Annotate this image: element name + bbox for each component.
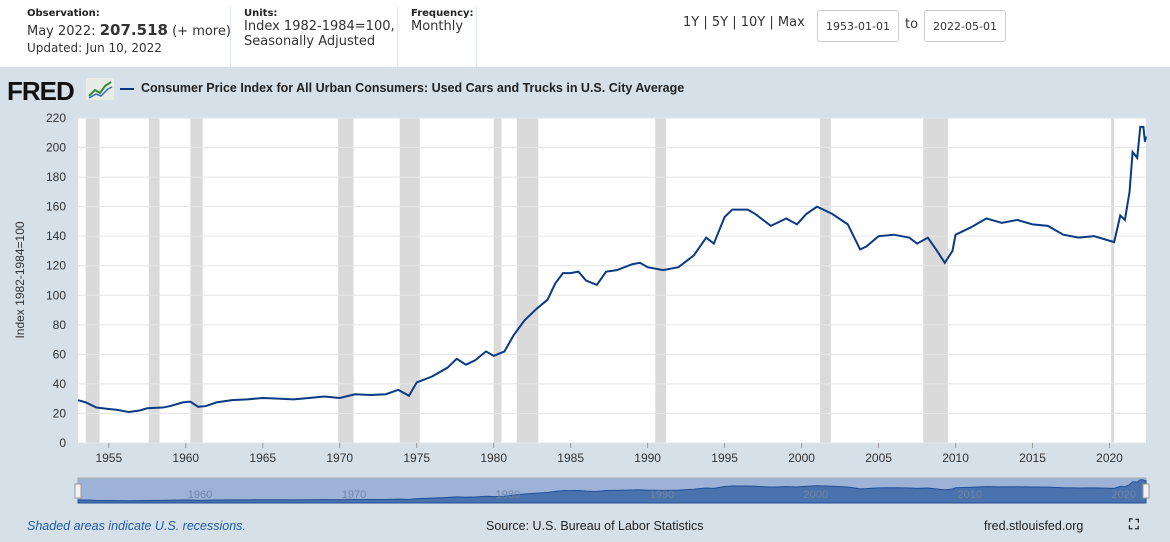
units-block: Units: Index 1982-1984=100, Seasonally A… [244, 8, 395, 49]
units-line2: Seasonally Adjusted [244, 34, 376, 49]
x-tick-label: 2005 [865, 451, 892, 465]
site-link[interactable]: fred.stlouisfed.org [984, 519, 1084, 533]
header-bar: Observation: May 2022: 207.518 (+ more) … [0, 0, 1170, 67]
series-line [77, 125, 1147, 413]
x-tick-label: 2010 [942, 451, 969, 465]
navigator-handle[interactable] [74, 483, 82, 499]
recession-note: Shaded areas indicate U.S. recessions. [27, 519, 246, 533]
fullscreen-icon[interactable]: ⛶ [1129, 516, 1139, 532]
navigator-tick-label: 1990 [650, 489, 674, 501]
frequency-block: Frequency: Monthly [411, 8, 474, 34]
x-tick-label: 1975 [403, 451, 430, 465]
recession-shade [820, 118, 831, 443]
recession-shade [85, 118, 100, 443]
navigator-tick-label: 1960 [188, 489, 212, 501]
range-10y-button[interactable]: 10Y [740, 15, 766, 30]
updated-date: Updated: Jun 10, 2022 [27, 41, 162, 55]
navigator-tick-label: 2010 [958, 489, 982, 501]
x-tick-label: 1955 [95, 451, 122, 465]
source-text: Source: U.S. Bureau of Labor Statistics [486, 519, 704, 533]
divider [476, 7, 477, 67]
navigator-handle[interactable] [1142, 483, 1150, 499]
y-tick-label: 220 [46, 111, 66, 125]
legend-line-swatch [120, 87, 134, 90]
observation-value: 207.518 [99, 21, 168, 39]
navigator-tick-label: 1980 [496, 489, 520, 501]
frequency-value: Monthly [411, 19, 464, 34]
x-tick-label: 1970 [326, 451, 353, 465]
x-tick-label: 1980 [480, 451, 507, 465]
y-tick-label: 180 [46, 170, 66, 184]
fred-logo: FRED [7, 76, 75, 106]
x-tick-label: 1990 [634, 451, 661, 465]
recession-shade [655, 118, 667, 443]
more-link[interactable]: (+ more) [172, 24, 231, 39]
recession-shade [399, 118, 420, 443]
y-tick-label: 60 [53, 347, 67, 361]
plot-area [78, 118, 1146, 443]
x-tick-label: 1985 [557, 451, 584, 465]
range-1y-button[interactable]: 1Y [683, 15, 700, 30]
x-tick-label: 2000 [788, 451, 815, 465]
units-label: Units: [244, 8, 278, 19]
recession-shade [148, 118, 160, 443]
frequency-label: Frequency: [411, 8, 474, 19]
y-tick-label: 160 [46, 200, 66, 214]
y-axis-label: Index 1982-1984=100 [13, 221, 27, 338]
range-buttons: 1Y | 5Y | 10Y | Max [683, 15, 805, 30]
y-tick-label: 140 [46, 229, 66, 243]
navigator-tick-label: 2000 [804, 489, 828, 501]
navigator-tick-label: 1970 [342, 489, 366, 501]
to-label: to [905, 17, 919, 32]
x-tick-label: 1960 [172, 451, 199, 465]
observation-label: Observation: [27, 8, 100, 19]
range-5y-button[interactable]: 5Y [711, 15, 729, 30]
observation-block: Observation: May 2022: 207.518 (+ more) … [27, 8, 231, 55]
observation-period: May 2022: [27, 24, 96, 39]
recession-shade [493, 118, 502, 443]
recession-shade [1111, 118, 1115, 443]
fred-chart-logo-icon [86, 78, 114, 100]
x-tick-label: 1965 [249, 451, 276, 465]
divider [397, 7, 398, 67]
units-line1: Index 1982-1984=100, [244, 19, 395, 34]
chart-title-text: Consumer Price Index for All Urban Consu… [141, 81, 685, 95]
y-tick-label: 200 [46, 141, 66, 155]
recession-shade [190, 118, 203, 443]
divider [230, 7, 231, 67]
recession-shade [516, 118, 539, 443]
recession-shade [923, 118, 948, 443]
y-tick-label: 80 [53, 318, 67, 332]
navigator-tick-label: 2020 [1112, 489, 1136, 501]
range-max-button[interactable]: Max [777, 15, 805, 30]
x-tick-label: 2020 [1096, 451, 1123, 465]
y-tick-label: 120 [46, 259, 66, 273]
x-tick-label: 2015 [1019, 451, 1046, 465]
y-tick-label: 0 [59, 436, 66, 450]
start-date-input[interactable]: 1953-01-01 [817, 10, 899, 42]
chart-title: Consumer Price Index for All Urban Consu… [120, 81, 684, 95]
end-date-input[interactable]: 2022-05-01 [924, 10, 1006, 42]
x-tick-label: 1995 [711, 451, 738, 465]
recession-shade [338, 118, 354, 443]
y-tick-label: 20 [53, 406, 67, 420]
y-tick-label: 40 [53, 377, 67, 391]
y-tick-label: 100 [46, 288, 66, 302]
navigator-area [77, 479, 1147, 504]
